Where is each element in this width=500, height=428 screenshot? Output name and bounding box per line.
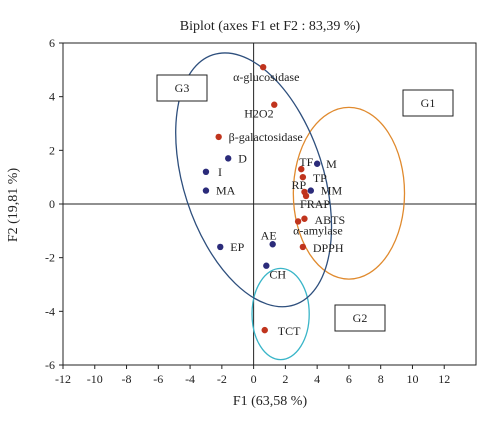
point-ma [202, 187, 210, 194]
group-g2-ellipse [251, 267, 310, 361]
y-tick-label: 4 [49, 90, 55, 104]
point-label-d: D [238, 151, 247, 165]
point-frap [302, 192, 310, 200]
point-tp [299, 173, 307, 181]
point-label-alpha-glucosidase: α-glucosidase [233, 70, 299, 84]
y-tick-label: 2 [49, 143, 55, 157]
x-tick-label: 0 [251, 372, 257, 386]
group-g3-box [156, 74, 208, 102]
group-g2-label: G2 [353, 311, 368, 325]
x-tick-label: 2 [282, 372, 288, 386]
point-beta-galactosidase [215, 133, 222, 141]
point-label-m: M [326, 157, 337, 171]
point-label-ep: EP [230, 240, 244, 254]
x-tick-label: 12 [438, 372, 450, 386]
point-alpha-glucosidase [259, 63, 267, 71]
point-d [225, 155, 232, 162]
point-label-tf: TF [299, 155, 313, 169]
point-label-frap: FRAP [300, 197, 330, 211]
group-g3-label: G3 [175, 81, 190, 95]
point-label-alpha-amylase: α-amylase [293, 223, 343, 237]
point-label-tp: TP [313, 171, 327, 185]
point-tf [298, 165, 305, 173]
y-axis-label: F2 (19,81 %) [6, 168, 21, 243]
x-tick-label: -6 [153, 372, 163, 386]
x-tick-label: 4 [314, 372, 320, 386]
point-ep [217, 243, 224, 251]
point-label-tct: TCT [278, 324, 301, 338]
x-axis-label: F1 (63,58 %) [233, 394, 308, 409]
y-tick-label: 0 [49, 197, 55, 211]
x-tick-label: 8 [378, 372, 384, 386]
point-dpph [299, 243, 307, 251]
point-label-dpph: DPPH [313, 241, 344, 255]
chart-title: Biplot (axes F1 et F2 : 83,39 %) [180, 19, 361, 34]
y-tick-label: -4 [45, 304, 55, 318]
x-tick-label: 10 [406, 372, 418, 386]
point-ae [269, 241, 276, 248]
point-tct [261, 326, 268, 334]
y-tick-label: -6 [45, 358, 55, 372]
point-mm [307, 187, 314, 194]
point-m [313, 160, 321, 167]
point-alpha-amylase [294, 218, 302, 225]
point-label-abts: ABTS [314, 213, 345, 227]
point-label-h2o2: H2O2 [244, 107, 273, 121]
group-g2-box [334, 304, 386, 332]
x-tick-label: -10 [87, 372, 103, 386]
point-label-mm: MM [321, 184, 343, 198]
x-tick-label: -12 [55, 372, 71, 386]
y-tick-label: 6 [49, 36, 55, 50]
group-g1-ellipse [292, 106, 406, 280]
point-i [202, 168, 210, 175]
point-label-ch: CH [269, 268, 286, 282]
y-tick-label: -2 [45, 251, 55, 265]
x-tick-label: -8 [122, 372, 132, 386]
point-label-rp: RP [291, 178, 306, 192]
x-tick-label: -2 [217, 372, 227, 386]
point-label-beta-galactosidase: β-galactosidase [229, 130, 303, 144]
point-label-ae: AE [261, 228, 277, 242]
point-label-ma: MA [216, 184, 236, 198]
x-tick-label: -4 [185, 372, 195, 386]
x-tick-label: 6 [346, 372, 352, 386]
group-g3-ellipse [175, 52, 333, 308]
point-label-i: I [218, 165, 222, 179]
point-h2o2 [271, 101, 278, 108]
group-g1-label: G1 [421, 96, 436, 110]
point-abts [301, 215, 308, 222]
group-g1-box [402, 89, 454, 117]
point-ch [263, 262, 270, 269]
